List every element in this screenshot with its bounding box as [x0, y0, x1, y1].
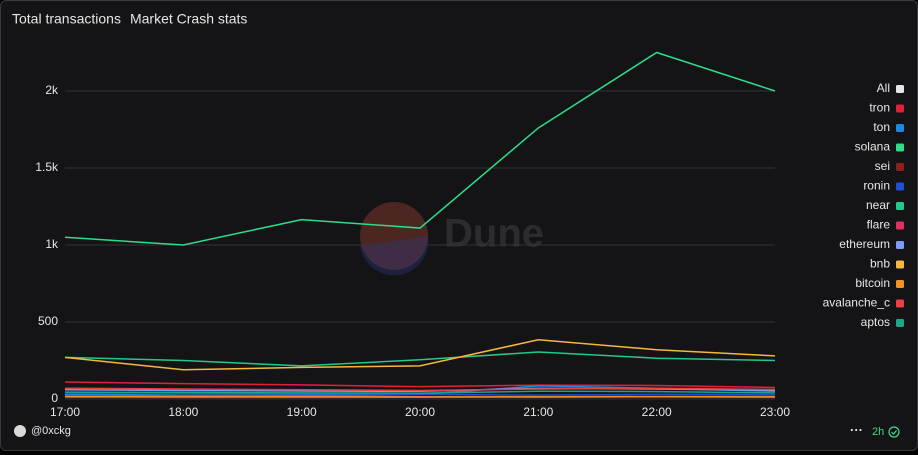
legend-swatch[interactable]	[896, 105, 904, 113]
avatar	[14, 425, 26, 437]
refresh-icon	[892, 431, 897, 435]
legend-label[interactable]: near	[866, 198, 890, 212]
chart-title: Total transactions	[12, 11, 121, 27]
legend-label[interactable]: ton	[873, 120, 890, 134]
legend-swatch[interactable]	[896, 300, 904, 308]
legend-label[interactable]: sei	[875, 159, 890, 173]
y-tick-label: 0	[51, 391, 58, 405]
legend-swatch[interactable]	[896, 163, 904, 171]
x-tick-label: 23:00	[760, 405, 790, 419]
series-line	[65, 352, 775, 366]
legend-label[interactable]: solana	[855, 140, 891, 154]
legend-swatch[interactable]	[896, 261, 904, 269]
legend-label[interactable]: ronin	[863, 179, 890, 193]
x-tick-label: 18:00	[168, 405, 198, 419]
legend-swatch[interactable]	[896, 280, 904, 288]
legend-label[interactable]: flare	[867, 218, 891, 232]
y-tick-label: 500	[38, 314, 58, 328]
legend-label[interactable]: bitcoin	[855, 276, 890, 290]
author[interactable]: @0xckg	[31, 425, 71, 437]
legend-swatch[interactable]	[896, 85, 904, 93]
y-tick-label: 1k	[45, 237, 59, 251]
y-tick-label: 2k	[45, 83, 59, 97]
x-tick-label: 17:00	[50, 405, 80, 419]
legend-label[interactable]: tron	[869, 101, 890, 115]
chart-subtitle: Market Crash stats	[130, 11, 247, 27]
legend-swatch[interactable]	[896, 202, 904, 210]
series-line	[65, 340, 775, 370]
menu-icon[interactable]: ···	[850, 422, 863, 437]
legend-label[interactable]: aptos	[861, 315, 890, 329]
legend-swatch[interactable]	[896, 124, 904, 132]
legend-swatch[interactable]	[896, 319, 904, 327]
legend-swatch[interactable]	[896, 222, 904, 230]
legend-swatch[interactable]	[896, 144, 904, 152]
legend-label[interactable]: avalanche_c	[823, 296, 890, 310]
legend-swatch[interactable]	[896, 241, 904, 249]
x-tick-label: 20:00	[405, 405, 435, 419]
legend-swatch[interactable]	[896, 183, 904, 191]
legend-label[interactable]: bnb	[870, 257, 890, 271]
legend-toggle[interactable]: All	[877, 81, 890, 95]
x-tick-label: 19:00	[287, 405, 317, 419]
x-tick-label: 21:00	[523, 405, 553, 419]
watermark: Dune	[444, 212, 544, 256]
legend-label[interactable]: ethereum	[839, 237, 890, 251]
series-line	[65, 382, 775, 387]
refresh-icon	[889, 427, 899, 437]
x-tick-label: 22:00	[642, 405, 672, 419]
refresh-time: 2h	[872, 426, 884, 438]
y-tick-label: 1.5k	[35, 160, 59, 174]
